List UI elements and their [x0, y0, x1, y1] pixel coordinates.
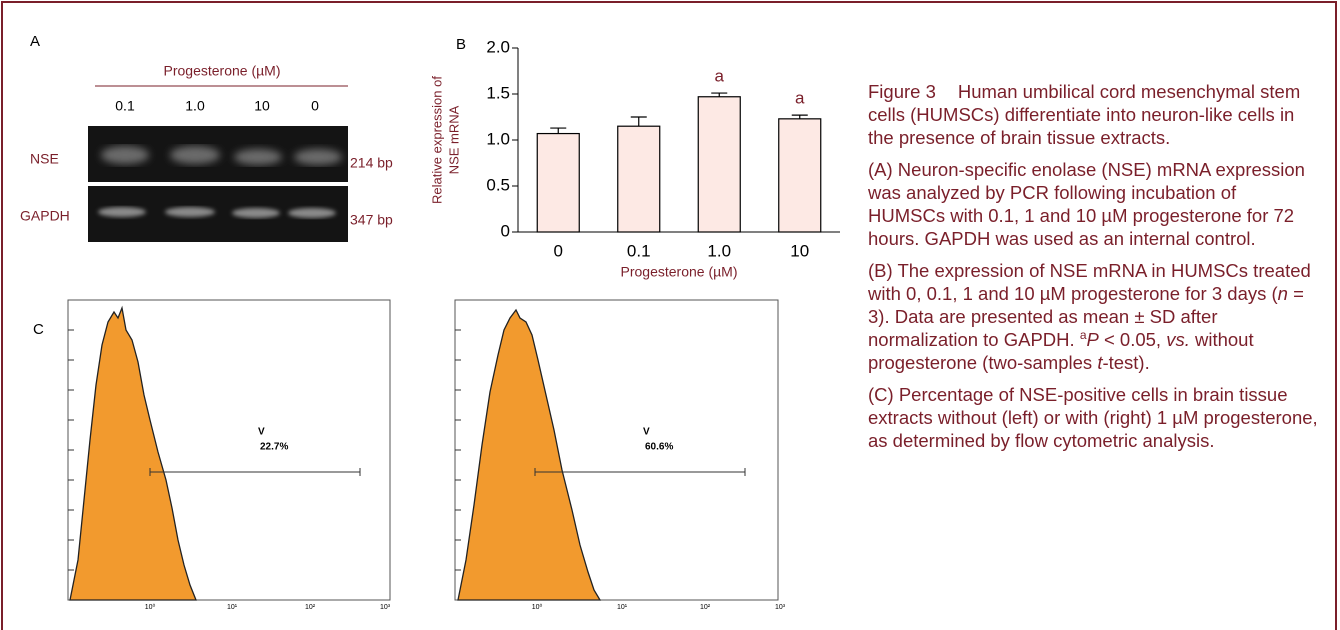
- caption-paragraph: (A) Neuron-specific enolase (NSE) mRNA e…: [868, 158, 1318, 250]
- caption-paragraph: (C) Percentage of NSE-positive cells in …: [868, 383, 1318, 452]
- y-axis-title: NSE mRNA: [446, 105, 461, 174]
- lane-label: 0: [311, 98, 319, 114]
- x-tick-label: 10²: [305, 604, 316, 611]
- y-axis-title: Relative expression of: [429, 76, 444, 204]
- panel-a: A Progesterone (µM): [30, 33, 348, 242]
- significance-label: a: [795, 89, 805, 108]
- bar: [698, 97, 740, 232]
- caption-text: Figure 3: [868, 81, 936, 102]
- x-tick-label: 0.1: [627, 241, 651, 260]
- x-tick-label: 0: [554, 241, 563, 260]
- y-tick-label: 2.0: [486, 37, 510, 56]
- caption-text: -test).: [1102, 352, 1149, 373]
- caption-paragraph: (B) The expression of NSE mRNA in HUMSCs…: [868, 259, 1318, 374]
- caption-text: P: [1087, 329, 1099, 350]
- lane-label: 10: [254, 98, 270, 114]
- y-tick-label: 1.0: [486, 129, 510, 148]
- y-tick-label: 0: [501, 221, 510, 240]
- gate-percent: 22.7%: [260, 442, 288, 453]
- caption-text: < 0.05,: [1099, 329, 1166, 350]
- bar: [779, 119, 821, 232]
- flow-histogram: [70, 308, 196, 600]
- x-axis-title: Progesterone (µM): [621, 264, 738, 280]
- bar: [537, 134, 579, 232]
- gene-label: NSE: [30, 151, 59, 167]
- x-tick-label: 10⁰: [532, 603, 543, 611]
- gate-label: V: [643, 427, 650, 438]
- gene-label: GAPDH: [20, 208, 70, 224]
- bar: [618, 126, 660, 232]
- caption-text: (A) Neuron-specific enolase (NSE) mRNA e…: [868, 159, 1305, 249]
- x-tick-label: 1.0: [707, 241, 731, 260]
- gate-line: [535, 468, 745, 476]
- lane-label: 1.0: [185, 98, 205, 114]
- flow-histogram: [458, 310, 600, 600]
- error-bar: [550, 128, 566, 134]
- caption-text: (B) The expression of NSE mRNA in HUMSCs…: [868, 260, 1311, 304]
- caption-text: vs.: [1166, 329, 1190, 350]
- panel-label: A: [30, 33, 40, 50]
- y-tick-label: 1.5: [486, 83, 510, 102]
- x-tick-label: 10⁰: [145, 603, 156, 611]
- error-bar: [631, 117, 647, 126]
- caption-text: (C) Percentage of NSE-positive cells in …: [868, 384, 1318, 451]
- x-tick-label: 10¹: [617, 604, 628, 611]
- figure: A Progesterone (µM) C: [0, 0, 1340, 630]
- size-label: 214 bp: [350, 155, 393, 171]
- x-tick-label: 10¹: [227, 604, 238, 611]
- treatment-label: Progesterone (µM): [164, 63, 281, 79]
- significance-label: a: [715, 67, 725, 86]
- caption-text: a: [1080, 328, 1087, 342]
- x-tick-label: 10: [790, 241, 809, 260]
- gate-percent: 60.6%: [645, 442, 673, 453]
- size-label: 347 bp: [350, 212, 393, 228]
- lane-label: 0.1: [115, 98, 135, 114]
- caption-text: n: [1278, 283, 1288, 304]
- y-tick-label: 0.5: [486, 175, 510, 194]
- x-tick-label: 10³: [775, 604, 786, 611]
- gate-label: V: [258, 427, 265, 438]
- panel-label: B: [456, 36, 466, 53]
- x-tick-label: 10²: [700, 604, 711, 611]
- panel-label: C: [33, 321, 44, 338]
- gate-line: [150, 468, 360, 476]
- x-tick-label: 10³: [380, 604, 391, 611]
